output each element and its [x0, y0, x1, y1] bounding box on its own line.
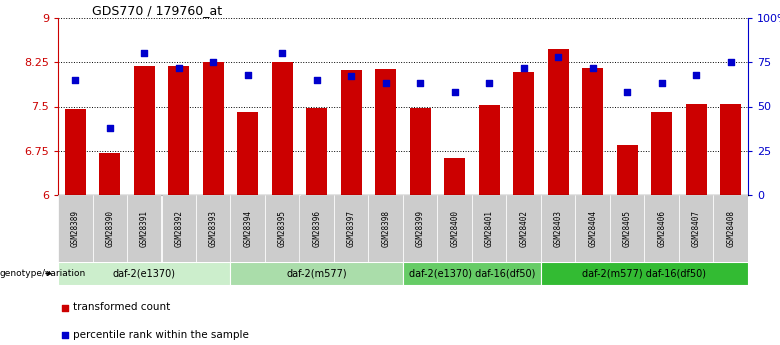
- Bar: [368, 195, 403, 262]
- Bar: [651, 112, 672, 195]
- Bar: [341, 70, 362, 195]
- Text: daf-2(e1370) daf-16(df50): daf-2(e1370) daf-16(df50): [409, 268, 535, 278]
- Bar: [196, 195, 231, 262]
- Text: GSM28401: GSM28401: [484, 210, 494, 247]
- Point: [725, 59, 737, 65]
- Bar: [576, 195, 610, 262]
- Point: [172, 65, 185, 70]
- Bar: [231, 262, 403, 285]
- Point: [345, 73, 357, 79]
- Bar: [134, 66, 154, 195]
- Bar: [541, 262, 748, 285]
- Text: daf-2(m577) daf-16(df50): daf-2(m577) daf-16(df50): [583, 268, 707, 278]
- Text: transformed count: transformed count: [73, 303, 170, 313]
- Point: [276, 51, 289, 56]
- Bar: [58, 262, 231, 285]
- Bar: [541, 195, 576, 262]
- Bar: [583, 68, 603, 195]
- Point: [310, 77, 323, 83]
- Text: GSM28404: GSM28404: [588, 210, 597, 247]
- Point: [621, 90, 633, 95]
- Point: [655, 81, 668, 86]
- Bar: [93, 195, 127, 262]
- Bar: [472, 195, 506, 262]
- Point: [552, 54, 565, 60]
- Bar: [506, 195, 541, 262]
- Bar: [610, 195, 644, 262]
- Bar: [403, 262, 541, 285]
- Text: GSM28402: GSM28402: [519, 210, 528, 247]
- Text: GDS770 / 179760_at: GDS770 / 179760_at: [93, 4, 222, 17]
- Text: GSM28395: GSM28395: [278, 210, 287, 247]
- Point: [414, 81, 427, 86]
- Bar: [714, 195, 748, 262]
- Text: GSM28398: GSM28398: [381, 210, 390, 247]
- Text: percentile rank within the sample: percentile rank within the sample: [73, 330, 249, 340]
- Bar: [237, 112, 258, 195]
- Text: GSM28397: GSM28397: [347, 210, 356, 247]
- Bar: [617, 145, 637, 195]
- Point: [207, 59, 219, 65]
- Bar: [686, 104, 707, 195]
- Bar: [58, 195, 93, 262]
- Text: GSM28405: GSM28405: [622, 210, 632, 247]
- Point: [587, 65, 599, 70]
- Bar: [300, 195, 334, 262]
- Bar: [410, 108, 431, 195]
- Point: [517, 65, 530, 70]
- Text: GSM28394: GSM28394: [243, 210, 252, 247]
- Bar: [375, 69, 396, 195]
- Bar: [548, 49, 569, 195]
- Point: [380, 81, 392, 86]
- Text: GSM28392: GSM28392: [174, 210, 183, 247]
- Text: GSM28399: GSM28399: [416, 210, 425, 247]
- Bar: [721, 104, 741, 195]
- Bar: [438, 195, 472, 262]
- Bar: [265, 195, 300, 262]
- Bar: [445, 158, 465, 195]
- Bar: [231, 195, 265, 262]
- Point: [58, 305, 71, 310]
- Bar: [307, 108, 327, 195]
- Text: GSM28403: GSM28403: [554, 210, 562, 247]
- Bar: [479, 105, 500, 195]
- Text: daf-2(m577): daf-2(m577): [286, 268, 347, 278]
- Text: GSM28396: GSM28396: [312, 210, 321, 247]
- Bar: [272, 62, 292, 195]
- Bar: [679, 195, 714, 262]
- Text: daf-2(e1370): daf-2(e1370): [113, 268, 176, 278]
- Text: genotype/variation: genotype/variation: [0, 269, 87, 278]
- Text: GSM28391: GSM28391: [140, 210, 149, 247]
- Bar: [513, 72, 534, 195]
- Text: GSM28407: GSM28407: [692, 210, 700, 247]
- Bar: [403, 195, 438, 262]
- Text: GSM28406: GSM28406: [658, 210, 666, 247]
- Text: GSM28408: GSM28408: [726, 210, 736, 247]
- Point: [690, 72, 703, 77]
- Text: GSM28393: GSM28393: [209, 210, 218, 247]
- Bar: [168, 66, 189, 195]
- Bar: [65, 109, 86, 195]
- Point: [104, 125, 116, 130]
- Bar: [161, 195, 196, 262]
- Point: [448, 90, 461, 95]
- Bar: [127, 195, 161, 262]
- Point: [69, 77, 81, 83]
- Bar: [203, 62, 224, 195]
- Point: [483, 81, 495, 86]
- Bar: [334, 195, 368, 262]
- Point: [138, 51, 151, 56]
- Bar: [99, 152, 120, 195]
- Text: GSM28400: GSM28400: [450, 210, 459, 247]
- Point: [58, 332, 71, 338]
- Text: GSM28389: GSM28389: [71, 210, 80, 247]
- Bar: [644, 195, 679, 262]
- Point: [242, 72, 254, 77]
- Text: GSM28390: GSM28390: [105, 210, 114, 247]
